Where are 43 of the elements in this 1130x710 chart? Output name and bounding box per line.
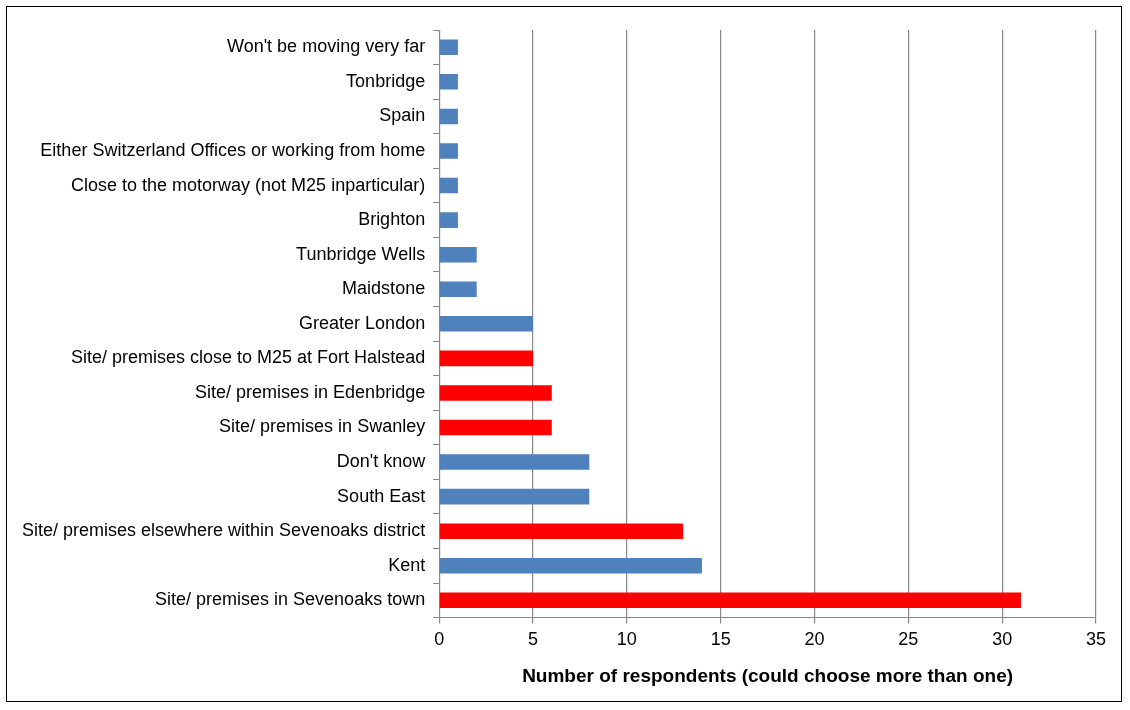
bar xyxy=(439,488,590,505)
bar xyxy=(439,385,552,401)
bar xyxy=(439,212,458,228)
x-tick-label: 25 xyxy=(898,629,919,650)
x-tick-label: 10 xyxy=(616,629,637,650)
y-tick-label: Maidstone xyxy=(342,278,426,299)
bar xyxy=(439,592,1021,609)
y-tick-label: Site/ premises in Sevenoaks town xyxy=(155,589,426,610)
y-tick-label: Close to the motorway (not M25 inparticular) xyxy=(71,174,426,195)
y-tick-label: Don't know xyxy=(336,451,427,472)
y-tick-label: Brighton xyxy=(358,209,426,230)
x-tick-label: 0 xyxy=(434,629,445,650)
y-tick-label: Site/ premises in Swanley xyxy=(219,416,426,437)
y-tick-label: Tonbridge xyxy=(346,70,426,91)
bar xyxy=(439,177,458,194)
bar xyxy=(439,523,684,539)
bar xyxy=(439,419,552,436)
y-tick-label: Spain xyxy=(379,105,426,126)
y-tick-label: Tunbridge Wells xyxy=(296,243,426,264)
x-tick-label: 15 xyxy=(710,629,731,650)
x-tick-label: 5 xyxy=(528,629,539,650)
y-tick-label: South East xyxy=(337,485,426,506)
x-axis-title: Number of respondents (could choose more than one) xyxy=(522,664,1014,686)
y-tick-label: Kent xyxy=(388,554,426,575)
y-tick-label: Site/ premises close to M25 at Fort Halstead xyxy=(71,347,426,368)
y-tick-label: Either Switzerland Offices or working from home xyxy=(40,139,426,160)
bar xyxy=(439,281,477,298)
bar xyxy=(439,350,533,367)
x-tick-label: 20 xyxy=(804,629,825,650)
bar xyxy=(439,143,458,159)
bar xyxy=(439,108,458,125)
x-tick-label: 35 xyxy=(1085,629,1107,650)
bar xyxy=(439,454,590,470)
bar xyxy=(439,246,477,263)
bar xyxy=(439,39,458,56)
y-tick-label: Site/ premises elsewhere within Sevenoaks district xyxy=(22,520,426,541)
bar xyxy=(439,557,702,574)
y-tick-label: Greater London xyxy=(299,312,426,333)
bar xyxy=(439,316,533,332)
y-tick-label: Won't be moving very far xyxy=(226,36,426,57)
bar xyxy=(439,74,458,90)
x-tick-label: 30 xyxy=(992,629,1013,650)
y-tick-label: Site/ premises in Edenbridge xyxy=(195,381,426,402)
